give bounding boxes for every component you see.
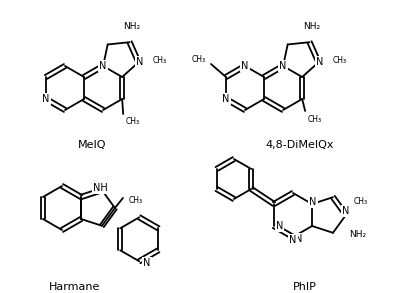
Text: CH₃: CH₃ — [192, 55, 206, 64]
Text: MeIQ: MeIQ — [78, 140, 106, 150]
Text: 4,8-DiMeIQx: 4,8-DiMeIQx — [266, 140, 334, 150]
Text: PhIP: PhIP — [293, 282, 317, 292]
Text: NH₂: NH₂ — [303, 22, 320, 31]
Text: Harmane: Harmane — [49, 282, 101, 292]
Text: CH₃: CH₃ — [129, 195, 143, 205]
Text: N: N — [143, 258, 150, 268]
Text: N: N — [276, 221, 283, 231]
Text: CH₃: CH₃ — [125, 117, 139, 127]
Text: NH: NH — [92, 183, 107, 193]
Text: N: N — [342, 206, 350, 216]
Text: N: N — [136, 57, 143, 67]
Text: N: N — [222, 94, 229, 104]
Text: CH₃: CH₃ — [354, 197, 368, 205]
Text: CH₃: CH₃ — [333, 56, 347, 65]
Text: N: N — [289, 235, 297, 245]
Text: NH₂: NH₂ — [349, 230, 366, 239]
Text: N: N — [295, 234, 303, 244]
Text: N: N — [316, 57, 323, 67]
Text: NH₂: NH₂ — [123, 22, 140, 31]
Text: N: N — [42, 94, 50, 104]
Text: N: N — [100, 61, 107, 71]
Text: N: N — [309, 197, 317, 207]
Text: CH₃: CH₃ — [307, 115, 321, 124]
Text: CH₃: CH₃ — [152, 56, 167, 65]
Text: N: N — [279, 61, 287, 71]
Text: N: N — [241, 61, 249, 71]
